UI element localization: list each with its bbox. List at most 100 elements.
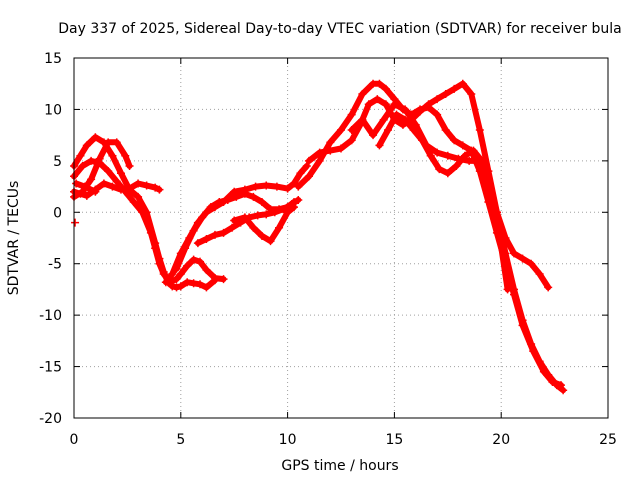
data-point — [72, 179, 81, 188]
data-point — [383, 126, 392, 134]
y-tick-label: 5 — [53, 154, 62, 170]
data-point-outlier — [71, 218, 80, 227]
data-point — [202, 283, 211, 292]
data-point — [381, 100, 390, 109]
data-point — [283, 208, 292, 217]
data-point — [375, 79, 384, 88]
data-point — [450, 136, 459, 145]
data-point — [99, 179, 108, 188]
data-point — [433, 95, 442, 104]
data-point — [134, 192, 143, 201]
series-band — [295, 80, 564, 389]
data-point — [458, 79, 467, 88]
data-point — [215, 198, 224, 206]
data-point — [486, 187, 495, 196]
data-point — [409, 126, 418, 134]
data-point — [358, 90, 367, 98]
data-point — [240, 189, 249, 198]
data-point — [232, 192, 241, 201]
data-point — [223, 195, 232, 204]
data-point — [202, 265, 211, 274]
data-point — [279, 205, 288, 214]
data-point — [467, 90, 476, 98]
data-point — [125, 184, 134, 193]
y-tick-label: 10 — [44, 102, 62, 118]
data-point — [228, 223, 237, 232]
data-point — [426, 151, 435, 160]
data-point — [266, 237, 275, 246]
y-tick-label: 0 — [53, 205, 62, 221]
data-point — [219, 228, 228, 237]
data-point — [381, 84, 390, 93]
data-point — [78, 187, 87, 196]
data-point — [441, 126, 450, 134]
data-point — [527, 259, 536, 268]
data-point — [315, 148, 324, 157]
y-tick-label: 15 — [44, 51, 62, 67]
data-point — [294, 182, 303, 191]
data-point — [219, 275, 228, 284]
data-point — [424, 100, 433, 109]
data-point — [87, 175, 96, 184]
data-point — [503, 285, 512, 294]
data-point — [296, 169, 305, 178]
data-point — [369, 131, 378, 140]
data-point — [151, 244, 160, 253]
data-point — [337, 144, 345, 153]
series-band — [231, 204, 297, 245]
axis-ticks: 0 5 10 15 20 25 -20 -15 -10 -5 0 5 10 15 — [39, 51, 617, 448]
x-tick-label: 0 — [70, 432, 79, 448]
data-point — [253, 211, 262, 220]
data-point — [108, 151, 117, 160]
data-point — [172, 275, 181, 284]
data-point — [364, 100, 373, 109]
data-point — [262, 210, 271, 219]
data-point — [155, 185, 164, 194]
x-tick-label: 5 — [176, 432, 185, 448]
data-point — [379, 115, 388, 124]
data-point — [347, 136, 356, 145]
x-axis-label: GPS time / hours — [281, 458, 398, 474]
data-point — [206, 203, 215, 212]
x-tick-label: 10 — [279, 432, 297, 448]
data-point — [138, 208, 147, 217]
data-series — [70, 79, 568, 395]
data-point — [240, 213, 249, 222]
data-point — [270, 208, 279, 217]
data-point — [326, 138, 335, 147]
data-point — [76, 151, 85, 160]
data-point — [193, 239, 202, 248]
data-point — [112, 138, 121, 147]
data-point — [78, 162, 87, 170]
data-point — [290, 179, 299, 188]
data-point — [151, 183, 160, 192]
data-point — [176, 282, 185, 291]
series-track-12 — [347, 100, 553, 292]
data-point — [196, 257, 205, 266]
data-point — [358, 115, 367, 124]
data-point — [189, 279, 198, 288]
y-tick-label: -5 — [48, 257, 62, 273]
data-point — [146, 228, 155, 237]
data-point — [304, 156, 313, 165]
y-tick-label: -20 — [39, 411, 62, 427]
data-point — [80, 182, 89, 191]
data-point — [125, 162, 134, 170]
data-point — [347, 126, 356, 134]
data-point — [116, 185, 125, 194]
series-track-5 — [72, 179, 100, 196]
data-point — [416, 107, 425, 116]
data-point — [527, 339, 536, 348]
data-point — [469, 146, 478, 155]
data-point — [196, 280, 205, 289]
data-point — [181, 244, 190, 253]
chart-title: Day 337 of 2025, Sidereal Day-to-day VTE… — [58, 21, 621, 37]
data-point — [477, 156, 486, 165]
data-point — [183, 278, 192, 287]
data-point — [435, 165, 444, 174]
data-point — [112, 177, 121, 186]
data-point — [142, 181, 151, 190]
data-point — [304, 172, 313, 181]
data-point — [87, 156, 96, 165]
